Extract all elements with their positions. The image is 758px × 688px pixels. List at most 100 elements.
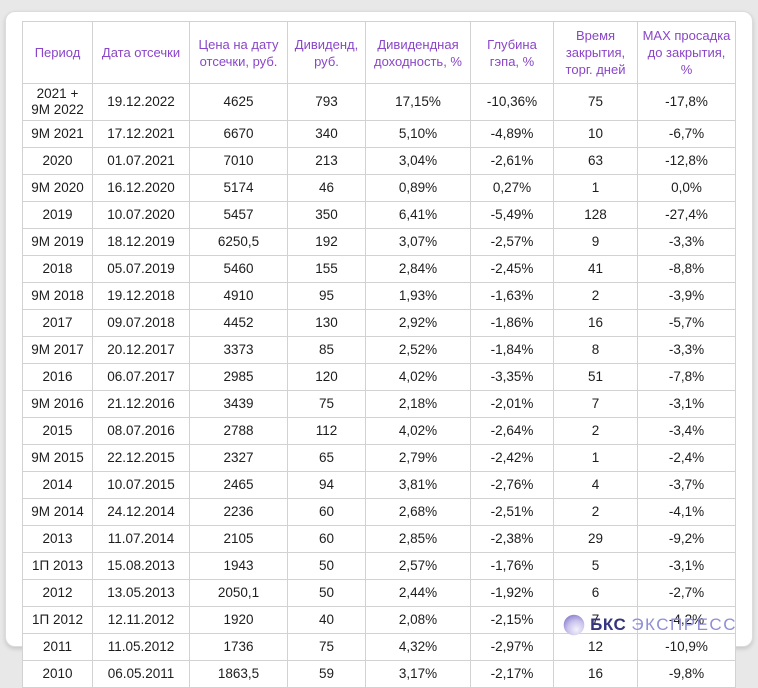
cell-gap-depth: -2,97% xyxy=(470,633,554,661)
cell-max-drawdown: -8,8% xyxy=(637,255,736,283)
cell-max-drawdown: -17,8% xyxy=(637,83,736,121)
cell-cutoff-date: 20.12.2017 xyxy=(92,336,190,364)
cell-dividend: 60 xyxy=(287,498,366,526)
cell-max-drawdown: -27,4% xyxy=(637,201,736,229)
cell-dividend: 155 xyxy=(287,255,366,283)
cell-gap-depth: -1,86% xyxy=(470,309,554,337)
brand-name-express: ЭКСПРЕСС xyxy=(631,615,737,634)
cell-dividend: 120 xyxy=(287,363,366,391)
cell-period: 2011 xyxy=(22,633,93,661)
cell-max-drawdown: -3,7% xyxy=(637,471,736,499)
cell-period: 9М 2019 xyxy=(22,228,93,256)
table-row: 9М 2020 16.12.2020 5174 46 0,89% 0,27% 1… xyxy=(22,174,736,202)
cell-close-days: 2 xyxy=(553,417,638,445)
cell-period: 2010 xyxy=(22,660,93,688)
cell-price: 2105 xyxy=(189,525,288,553)
col-header-close-time: Время закрытия, торг. дней xyxy=(553,21,638,84)
bks-sphere-icon xyxy=(563,614,585,636)
cell-price: 1943 xyxy=(189,552,288,580)
cell-yield: 2,85% xyxy=(365,525,471,553)
cell-cutoff-date: 24.12.2014 xyxy=(92,498,190,526)
cell-dividend: 40 xyxy=(287,606,366,634)
cell-cutoff-date: 05.07.2019 xyxy=(92,255,190,283)
cell-price: 2236 xyxy=(189,498,288,526)
cell-price: 1920 xyxy=(189,606,288,634)
cell-yield: 2,18% xyxy=(365,390,471,418)
table-row: 9М 2014 24.12.2014 2236 60 2,68% -2,51% … xyxy=(22,498,736,526)
col-header-cutoff-date: Дата отсечки xyxy=(92,21,190,84)
cell-cutoff-date: 19.12.2018 xyxy=(92,282,190,310)
cell-yield: 0,89% xyxy=(365,174,471,202)
cell-close-days: 1 xyxy=(553,444,638,472)
cell-close-days: 12 xyxy=(553,633,638,661)
cell-price: 1736 xyxy=(189,633,288,661)
cell-max-drawdown: -3,3% xyxy=(637,336,736,364)
cell-dividend: 50 xyxy=(287,579,366,607)
cell-yield: 2,44% xyxy=(365,579,471,607)
table-row: 2011 11.05.2012 1736 75 4,32% -2,97% 12 … xyxy=(22,633,736,661)
cell-price: 4910 xyxy=(189,282,288,310)
table-row: 2014 10.07.2015 2465 94 3,81% -2,76% 4 -… xyxy=(22,471,736,499)
content-card: Период Дата отсечки Цена на дату отсечки,… xyxy=(5,11,753,688)
cell-cutoff-date: 08.07.2016 xyxy=(92,417,190,445)
brand-name-bks: БКС xyxy=(590,615,627,634)
table-body: 2021 +9М 2022 19.12.2022 4625 793 17,15%… xyxy=(22,83,736,688)
cell-dividend: 213 xyxy=(287,147,366,175)
table-row: 2012 13.05.2013 2050,1 50 2,44% -1,92% 6… xyxy=(22,579,736,607)
cell-yield: 6,41% xyxy=(365,201,471,229)
cell-cutoff-date: 13.05.2013 xyxy=(92,579,190,607)
cell-cutoff-date: 09.07.2018 xyxy=(92,309,190,337)
cell-period: 9М 2014 xyxy=(22,498,93,526)
cell-cutoff-date: 15.08.2013 xyxy=(92,552,190,580)
cell-price: 4452 xyxy=(189,309,288,337)
cell-dividend: 46 xyxy=(287,174,366,202)
cell-price: 6670 xyxy=(189,120,288,148)
cell-price: 6250,5 xyxy=(189,228,288,256)
cell-yield: 3,81% xyxy=(365,471,471,499)
cell-yield: 2,92% xyxy=(365,309,471,337)
cell-price: 3373 xyxy=(189,336,288,364)
cell-yield: 5,10% xyxy=(365,120,471,148)
table-header: Период Дата отсечки Цена на дату отсечки,… xyxy=(22,21,736,84)
cell-close-days: 128 xyxy=(553,201,638,229)
cell-max-drawdown: -3,4% xyxy=(637,417,736,445)
cell-period: 2012 xyxy=(22,579,93,607)
cell-price: 5460 xyxy=(189,255,288,283)
cell-cutoff-date: 10.07.2015 xyxy=(92,471,190,499)
cell-max-drawdown: -12,8% xyxy=(637,147,736,175)
cell-max-drawdown: -3,3% xyxy=(637,228,736,256)
cell-price: 1863,5 xyxy=(189,660,288,688)
cell-gap-depth: -1,92% xyxy=(470,579,554,607)
cell-close-days: 9 xyxy=(553,228,638,256)
cell-period: 9М 2015 xyxy=(22,444,93,472)
cell-yield: 2,84% xyxy=(365,255,471,283)
cell-yield: 4,02% xyxy=(365,363,471,391)
table-row: 2016 06.07.2017 2985 120 4,02% -3,35% 51… xyxy=(22,363,736,391)
cell-gap-depth: -2,64% xyxy=(470,417,554,445)
cell-close-days: 5 xyxy=(553,552,638,580)
cell-gap-depth: -2,45% xyxy=(470,255,554,283)
cell-price: 5457 xyxy=(189,201,288,229)
cell-dividend: 75 xyxy=(287,390,366,418)
cell-price: 5174 xyxy=(189,174,288,202)
table-row: 9М 2017 20.12.2017 3373 85 2,52% -1,84% … xyxy=(22,336,736,364)
cell-max-drawdown: -9,8% xyxy=(637,660,736,688)
cell-close-days: 51 xyxy=(553,363,638,391)
cell-dividend: 50 xyxy=(287,552,366,580)
cell-max-drawdown: 0,0% xyxy=(637,174,736,202)
table-row: 2019 10.07.2020 5457 350 6,41% -5,49% 12… xyxy=(22,201,736,229)
cell-dividend: 85 xyxy=(287,336,366,364)
table-row: 9М 2015 22.12.2015 2327 65 2,79% -2,42% … xyxy=(22,444,736,472)
table-row: 9М 2019 18.12.2019 6250,5 192 3,07% -2,5… xyxy=(22,228,736,256)
cell-yield: 3,04% xyxy=(365,147,471,175)
cell-yield: 1,93% xyxy=(365,282,471,310)
cell-dividend: 59 xyxy=(287,660,366,688)
cell-max-drawdown: -3,1% xyxy=(637,390,736,418)
cell-yield: 4,02% xyxy=(365,417,471,445)
cell-price: 7010 xyxy=(189,147,288,175)
cell-gap-depth: -2,38% xyxy=(470,525,554,553)
cell-dividend: 112 xyxy=(287,417,366,445)
cell-price: 2788 xyxy=(189,417,288,445)
cell-yield: 2,52% xyxy=(365,336,471,364)
cell-period: 2018 xyxy=(22,255,93,283)
